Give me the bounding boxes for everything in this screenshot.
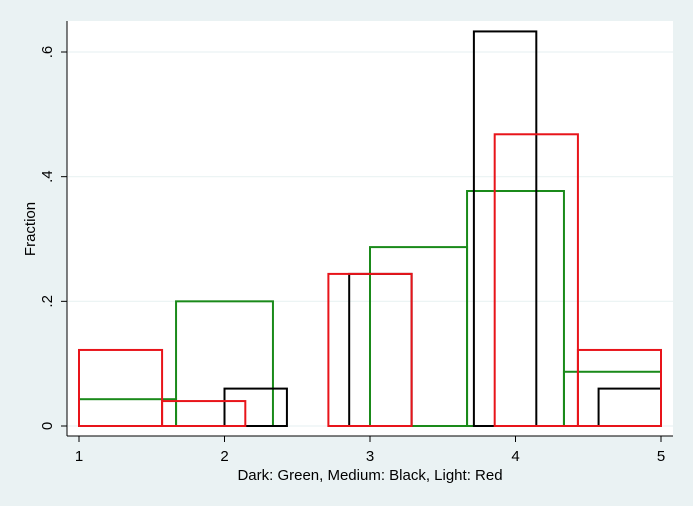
histogram-bar (161, 400, 247, 428)
x-tick-label: 4 (511, 448, 519, 465)
x-tick-label: 3 (366, 448, 374, 465)
histogram-bar (576, 348, 662, 428)
y-tick-label: .4 (39, 170, 56, 183)
series-light (78, 133, 662, 428)
y-tick-label: .2 (39, 295, 56, 308)
y-tick-label: 0 (39, 422, 56, 430)
histogram-bars (78, 30, 663, 428)
y-tick-label: .6 (39, 46, 56, 59)
x-axis-title: Dark: Green, Medium: Black, Light: Red (237, 467, 502, 484)
histogram-bar (327, 272, 413, 428)
x-tick-label: 2 (220, 448, 228, 465)
x-tick-label: 1 (75, 448, 83, 465)
histogram-bar (223, 387, 288, 428)
histogram-bar (493, 133, 579, 427)
x-tick-label: 5 (657, 448, 665, 465)
y-axis-ticks: 0 .2 .4 .6 (39, 46, 67, 430)
histogram-bar (78, 348, 164, 428)
y-axis-title: Fraction (22, 202, 39, 256)
x-axis-ticks: 1 2 3 4 5 (75, 436, 665, 465)
